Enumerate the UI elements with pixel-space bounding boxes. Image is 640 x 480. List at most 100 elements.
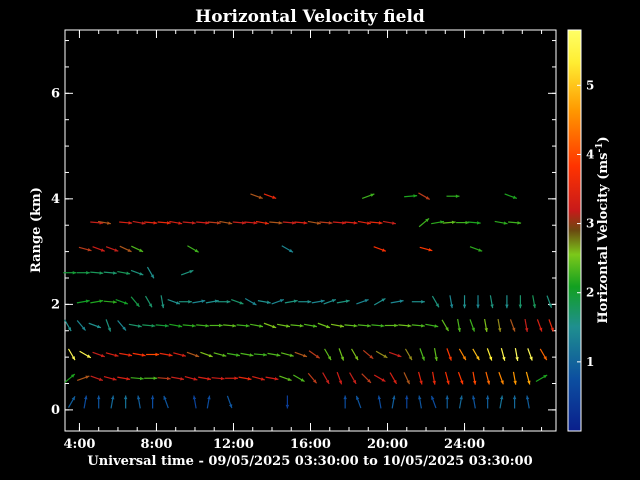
velocity-arrow [514, 347, 519, 361]
velocity-arrow [90, 271, 104, 275]
velocity-arrow [303, 323, 318, 328]
velocity-arrow [375, 350, 388, 359]
velocity-arrow [231, 298, 244, 305]
velocity-arrow [232, 221, 246, 225]
velocity-arrow [458, 348, 467, 361]
y-axis-ticks: 0 2 4 6 [51, 40, 556, 418]
velocity-arrow [105, 246, 119, 252]
velocity-arrow [223, 323, 237, 328]
velocity-arrow [132, 352, 146, 357]
velocity-arrow [180, 269, 194, 276]
velocity-arrow [130, 376, 144, 381]
velocity-arrow [130, 269, 144, 276]
velocity-arrow [357, 220, 371, 225]
velocity-arrow [467, 221, 481, 225]
velocity-arrow [250, 193, 263, 199]
velocity-arrow [253, 353, 267, 357]
velocity-arrow [332, 221, 346, 225]
velocity-arrow [373, 374, 386, 383]
velocity-arrow [63, 270, 77, 275]
velocity-arrow [192, 395, 197, 409]
velocity-arrow [499, 395, 504, 409]
velocity-arrow [456, 220, 470, 225]
velocity-arrow [265, 376, 279, 381]
velocity-arrow [525, 371, 531, 385]
velocity-arrow [417, 371, 423, 385]
velocity-arrow [388, 351, 402, 358]
velocity-arrow [489, 295, 494, 309]
velocity-arrow [384, 323, 398, 328]
velocity-arrow [441, 319, 450, 332]
y-axis-label: Range (km) [29, 187, 44, 273]
velocity-arrow [131, 245, 144, 253]
velocity-arrow [119, 221, 133, 225]
velocity-arrow [206, 395, 211, 409]
velocity-arrow [169, 220, 183, 225]
velocity-arrow [535, 374, 548, 383]
velocity-arrow [405, 395, 409, 409]
y-tick-label: 4 [51, 192, 60, 207]
velocity-arrow [277, 323, 291, 328]
velocity-arrow [485, 395, 490, 409]
colorbar-label-superscript: -1 [595, 143, 605, 153]
velocity-arrow [404, 348, 413, 361]
velocity-arrow [219, 220, 233, 225]
velocity-arrow [92, 246, 106, 252]
velocity-arrow [307, 220, 321, 225]
velocity-arrow [67, 396, 76, 408]
velocity-arrow [524, 318, 529, 332]
velocity-arrow [207, 221, 221, 225]
velocity-arrow [377, 395, 382, 409]
velocity-vectors [63, 192, 554, 409]
velocity-arrow [97, 220, 111, 225]
velocity-arrow [76, 320, 87, 331]
velocity-arrow [349, 372, 357, 385]
velocity-arrow [244, 221, 258, 225]
velocity-arrow [532, 295, 537, 309]
velocity-arrow [182, 221, 196, 225]
velocity-arrow [355, 395, 362, 409]
colorbar [567, 29, 582, 432]
velocity-arrow [508, 221, 522, 225]
x-tick-label: 12:00 [213, 437, 254, 452]
velocity-arrow [351, 348, 359, 361]
velocity-arrow [281, 245, 294, 253]
velocity-arrow [294, 221, 308, 225]
velocity-arrow [105, 352, 119, 357]
velocity-arrow [178, 299, 192, 304]
velocity-arrow [449, 295, 454, 309]
colorbar-tick-label: 1 [586, 355, 594, 369]
velocity-arrow [369, 221, 383, 225]
velocity-arrow [119, 352, 133, 357]
velocity-arrow [446, 194, 460, 198]
velocity-arrow [92, 351, 106, 358]
velocity-arrow [282, 221, 296, 225]
colorbar-label-text: Horizontal Velocity (ms [596, 153, 611, 324]
velocity-arrow [117, 320, 127, 331]
velocity-arrow [356, 298, 369, 305]
velocity-arrow [155, 323, 169, 328]
velocity-arrow [263, 322, 277, 329]
x-tick-label: 8:00 [140, 437, 172, 452]
velocity-arrow [64, 319, 72, 332]
x-tick-label: 4:00 [63, 437, 95, 452]
chart-title: Horizontal Velocity field [195, 7, 425, 27]
velocity-arrow [344, 221, 358, 225]
velocity-arrow [284, 299, 298, 304]
velocity-arrow [213, 352, 227, 357]
velocity-arrow [308, 350, 321, 359]
velocity-arrow [445, 395, 449, 409]
colorbar-tick-label: 2 [586, 286, 594, 300]
velocity-arrow [238, 376, 252, 381]
velocity-arrow [217, 299, 231, 304]
velocity-arrow [163, 395, 169, 409]
colorbar-tick-label: 5 [586, 78, 594, 92]
x-tick-label: 16:00 [290, 437, 331, 452]
velocity-arrow [187, 245, 199, 253]
velocity-arrow [536, 319, 543, 332]
velocity-arrow [500, 348, 506, 361]
x-tick-label: 20:00 [367, 437, 408, 452]
velocity-arrow [371, 323, 385, 328]
velocity-arrow [146, 266, 155, 279]
velocity-arrow [150, 395, 155, 409]
